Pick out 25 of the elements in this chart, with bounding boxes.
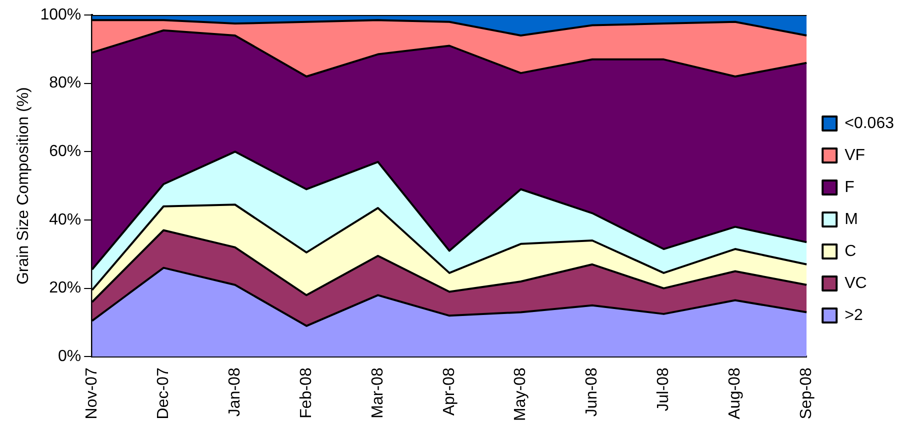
- legend-label: >2: [844, 306, 863, 324]
- y-tick-label: 0%: [58, 348, 82, 366]
- legend-label: F: [844, 178, 855, 196]
- x-tick-label: Sep-08: [798, 368, 816, 420]
- x-tick-label: Aug-08: [726, 368, 744, 420]
- y-tick-label: 100%: [40, 6, 82, 24]
- x-tick-label: Mar-08: [369, 368, 386, 418]
- x-tick-label: May-08: [512, 368, 530, 422]
- legend-label: VC: [844, 274, 867, 292]
- legend-label: <0.063: [844, 114, 894, 132]
- x-tick-label: Jul-08: [655, 368, 672, 412]
- x-tick-label: Nov-07: [84, 368, 101, 420]
- x-tick-label: Apr-08: [440, 368, 458, 416]
- x-tick-label: Jun-08: [584, 368, 601, 417]
- y-axis-title: Grain Size Composition (%): [15, 87, 32, 285]
- x-tick-label: Feb-08: [298, 368, 315, 418]
- legend-label: C: [844, 242, 856, 260]
- x-tick-label: Jan-08: [226, 368, 244, 417]
- y-tick-label: 20%: [49, 280, 82, 297]
- x-tick-label: Dec-07: [154, 368, 172, 420]
- y-tick-label: 60%: [49, 143, 82, 160]
- y-tick-label: 40%: [49, 211, 82, 228]
- y-tick-label: 80%: [49, 74, 82, 92]
- legend-label: M: [844, 210, 858, 228]
- legend-label: VF: [844, 146, 866, 164]
